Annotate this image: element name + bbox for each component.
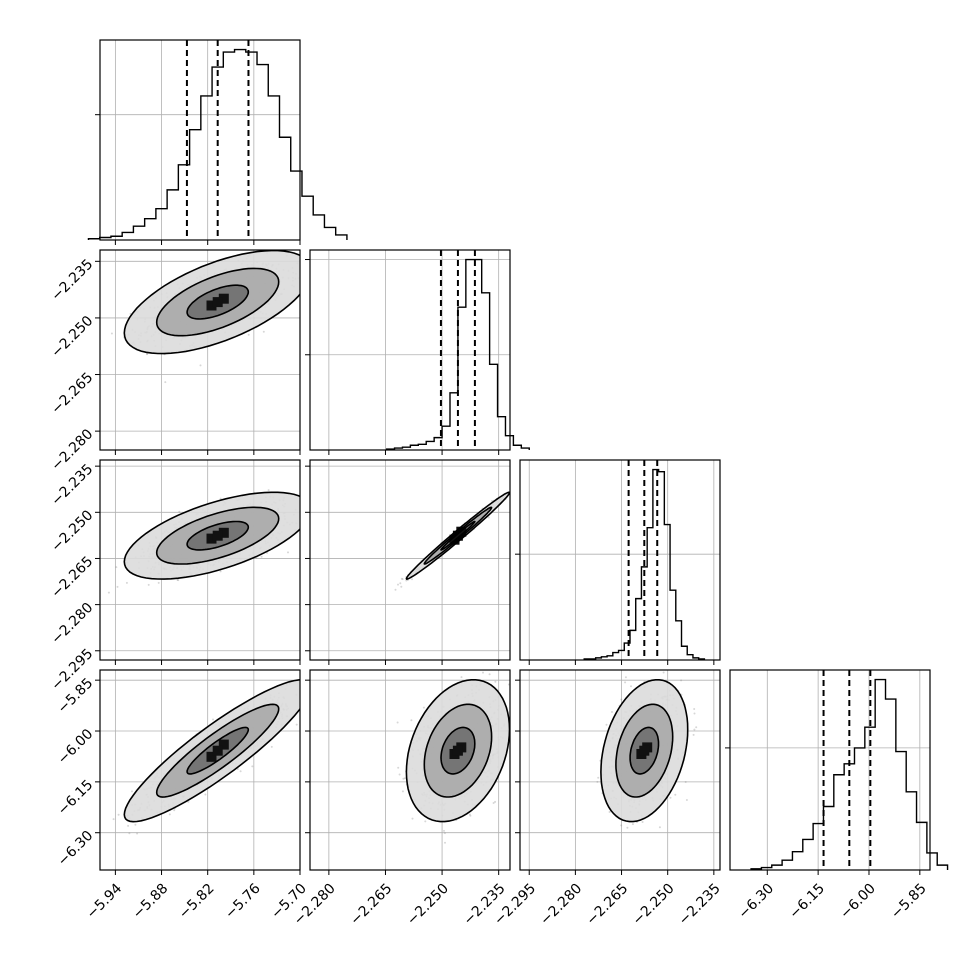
histogram-panel-3 (725, 670, 948, 875)
scatter-panel-3-2 (515, 660, 720, 875)
panel-frame (310, 460, 510, 660)
x-tick-label: −5.85 (888, 881, 930, 923)
density-peak-bin (213, 297, 223, 307)
grid-lines (100, 40, 300, 240)
y-tick-label: −6.00 (55, 726, 97, 768)
x-tick-label: −2.265 (583, 881, 631, 929)
density-peak-bin (453, 746, 463, 756)
scatter-panel-3-1 (305, 663, 514, 875)
panel-frame (100, 40, 300, 240)
y-tick-label: −2.235 (48, 256, 96, 304)
grid-lines (520, 460, 720, 660)
x-tick-label: −5.82 (176, 881, 218, 923)
panel-frame (520, 460, 720, 660)
x-tick-label: −2.250 (630, 881, 678, 929)
scatter-panel-1-0 (80, 231, 321, 455)
x-tick-label: −6.00 (837, 881, 879, 923)
panel-frame (730, 670, 930, 870)
x-tick-label: −2.280 (537, 881, 585, 929)
grid-lines (310, 250, 510, 450)
y-tick-label: −6.30 (55, 828, 97, 870)
density-peak-bin (213, 746, 223, 756)
x-tick-label: −5.88 (130, 881, 172, 923)
scatter-panel-2-1 (305, 460, 527, 665)
x-tick-label: −2.235 (676, 881, 724, 929)
scatter-panel-2-0 (95, 460, 327, 665)
x-tick-label: −6.15 (786, 881, 828, 923)
y-tick-label: −2.265 (48, 370, 96, 418)
grid-lines (310, 460, 510, 660)
y-tick-label: −6.15 (55, 777, 97, 819)
density-peak-bin (639, 746, 649, 756)
x-tick-label: −2.250 (404, 881, 452, 929)
x-tick-label: −2.265 (347, 881, 395, 929)
scatter-panel-3-0 (95, 670, 330, 875)
panel-frame (310, 250, 510, 450)
grid-lines (730, 670, 930, 870)
y-tick-label: −2.265 (48, 554, 96, 602)
density-peak-bin (213, 531, 223, 541)
histogram-panel-0 (88, 40, 346, 245)
y-tick-label: −2.280 (48, 600, 96, 648)
x-tick-label: −5.94 (84, 881, 126, 923)
x-tick-label: −5.76 (222, 881, 264, 923)
histogram-panel-1 (305, 250, 529, 455)
y-tick-label: −2.250 (48, 313, 96, 361)
y-tick-label: −2.250 (48, 507, 96, 555)
x-tick-label: −6.30 (736, 881, 778, 923)
histogram-panel-2 (515, 460, 720, 665)
